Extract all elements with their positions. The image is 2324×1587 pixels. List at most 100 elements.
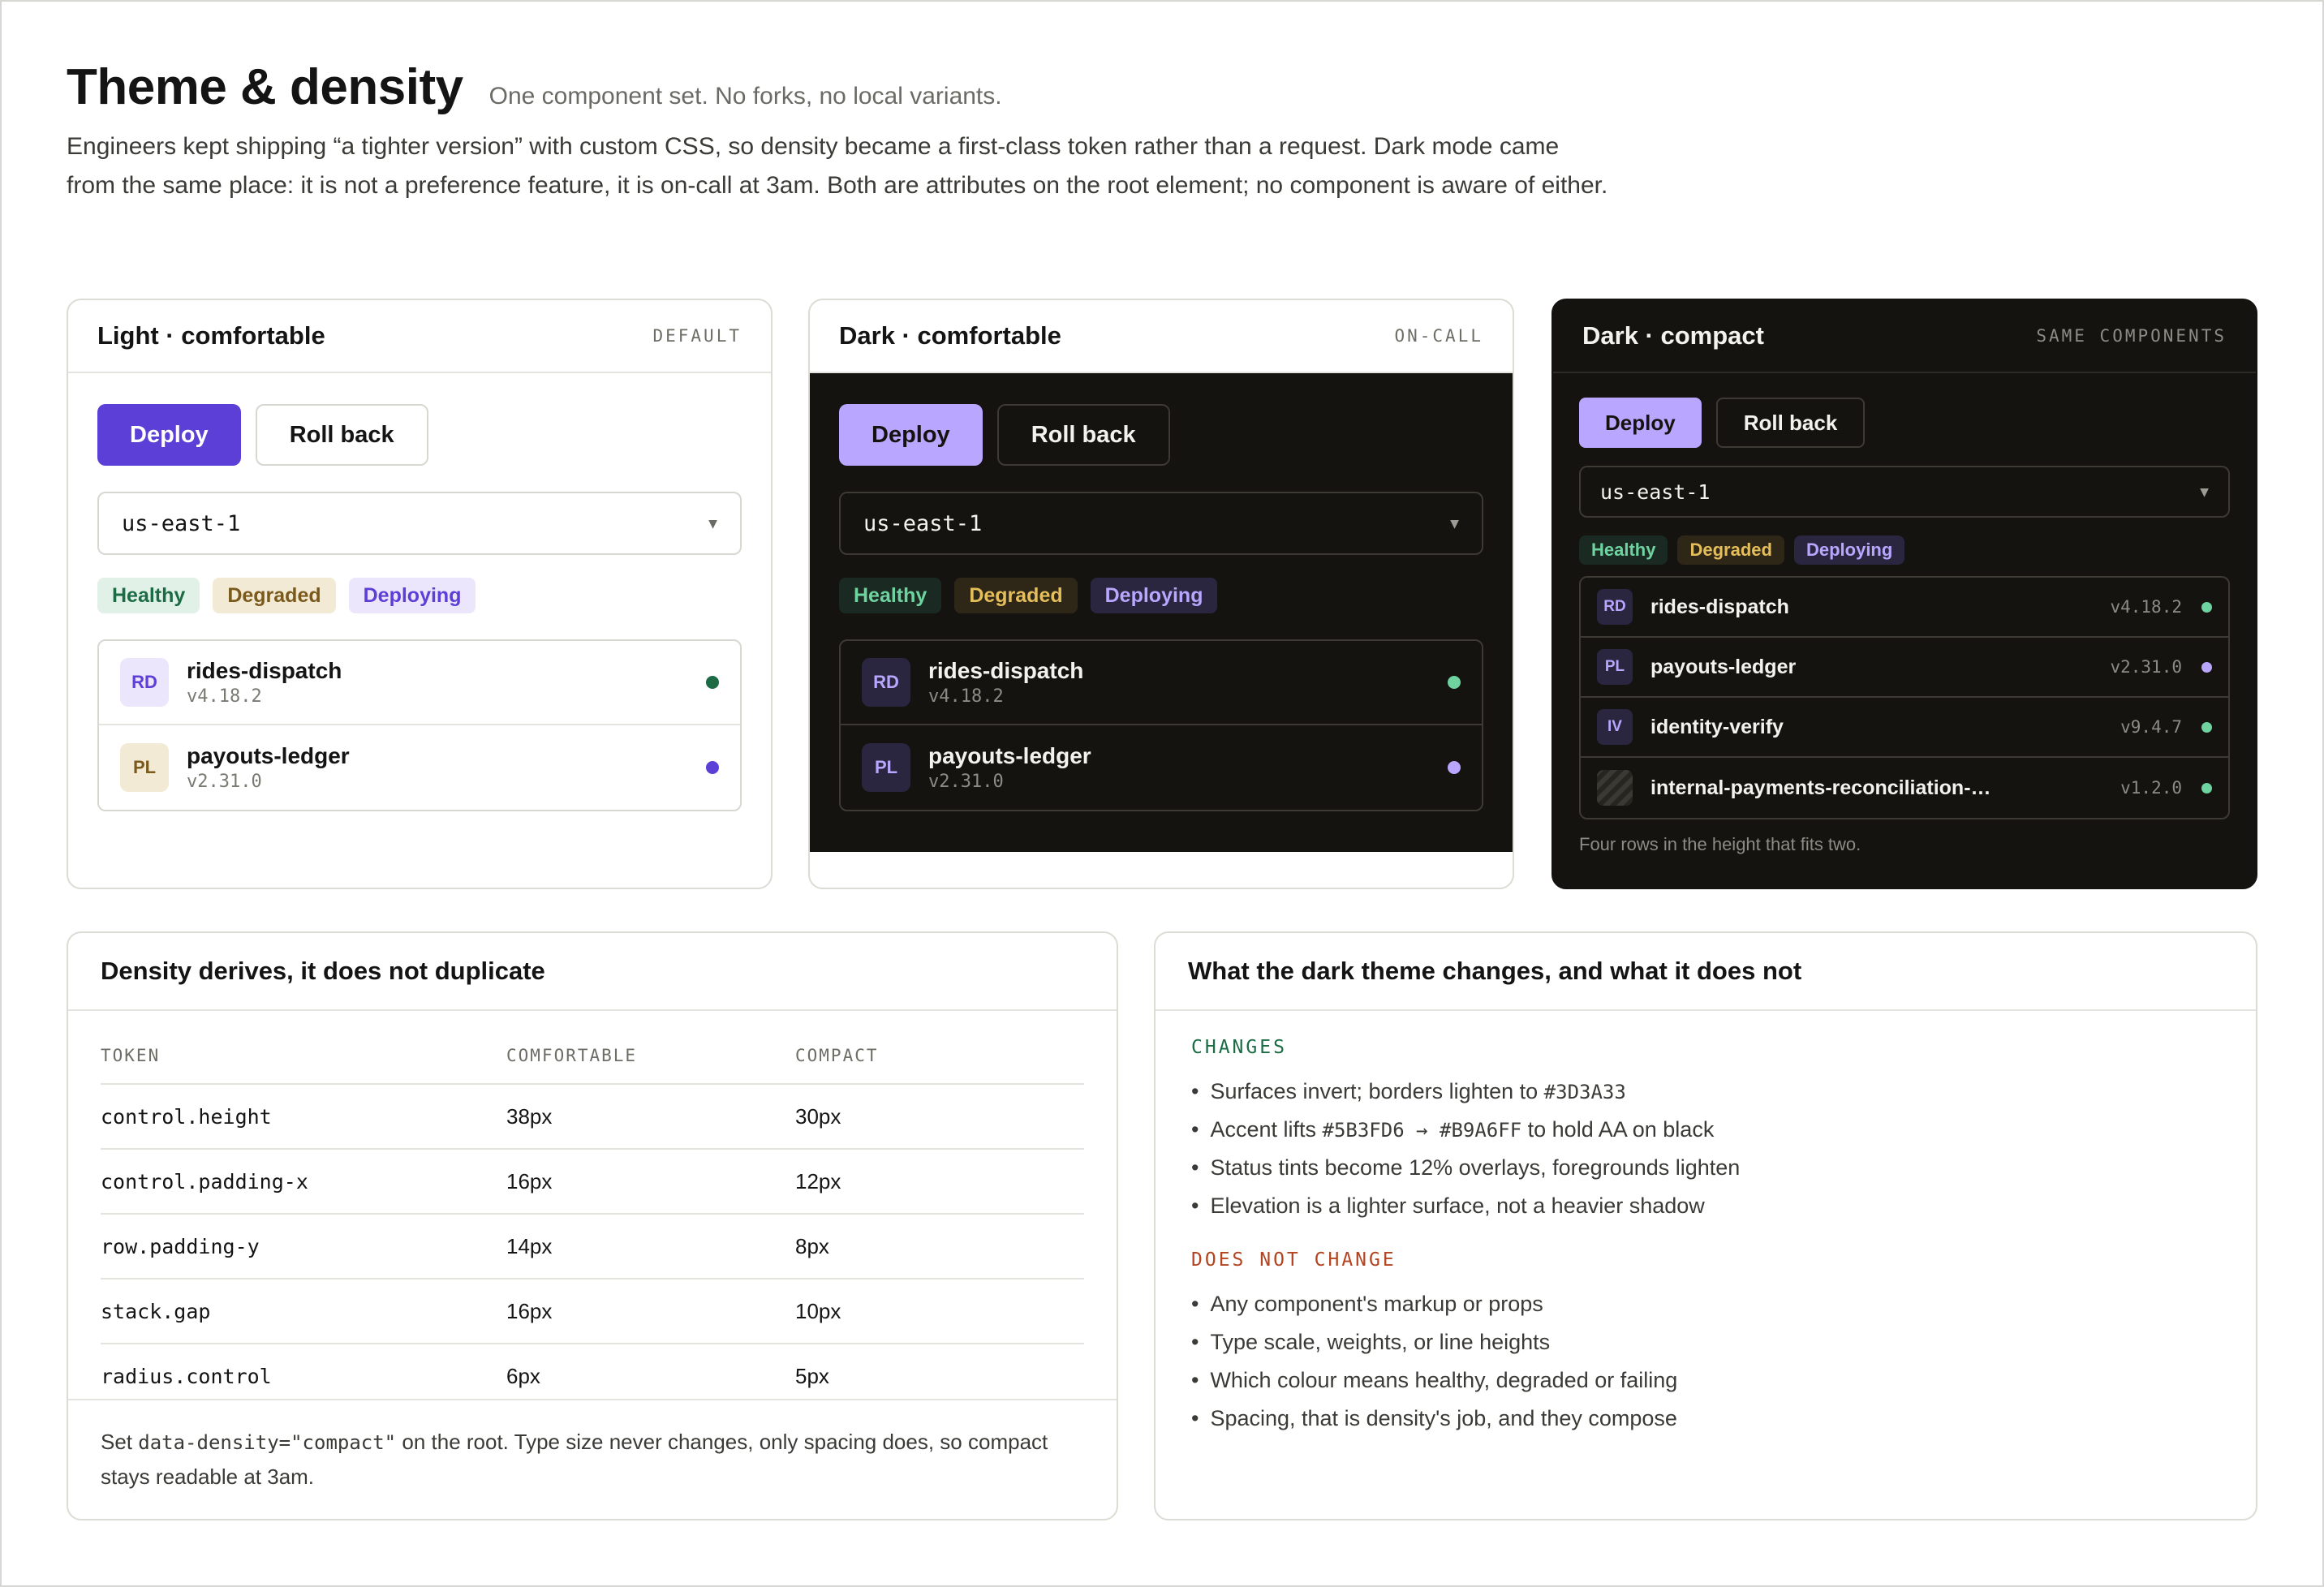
status-badge-degraded: Degraded: [954, 578, 1078, 613]
status-dot: [1448, 761, 1461, 774]
roll-back-button[interactable]: Roll back: [255, 404, 428, 466]
service-version: v9.4.7: [2120, 717, 2182, 737]
status-badge-healthy: Healthy: [839, 578, 942, 613]
card-title: Dark · compact: [1582, 321, 1764, 350]
service-name: rides-dispatch: [1650, 595, 1789, 618]
deploy-button[interactable]: Deploy: [97, 404, 241, 466]
compact-cell: 10px: [795, 1279, 1084, 1344]
card-tag: ON-CALL: [1394, 326, 1483, 346]
card-title: Light · comfortable: [97, 321, 325, 350]
deploy-button[interactable]: Deploy: [839, 404, 983, 466]
status-dot: [2201, 661, 2212, 673]
dark-theme-panel: What the dark theme changes, and what it…: [1154, 931, 2257, 1520]
service-name: rides-dispatch: [928, 658, 1084, 683]
avatar: PL: [862, 743, 910, 792]
service-version: v2.31.0: [187, 772, 262, 792]
region-select-value: us-east-1: [122, 510, 241, 536]
page-title: Theme & density: [67, 59, 463, 115]
table-row: control.padding-x 16px 12px: [101, 1149, 1084, 1215]
column-header: COMPACT: [795, 1027, 1084, 1085]
column-header: COMFORTABLE: [506, 1027, 795, 1085]
list-item[interactable]: PL payouts-ledger v2.31.0: [841, 725, 1482, 810]
list-item: Spacing, that is density's job, and they…: [1191, 1400, 2256, 1438]
table-row: stack.gap 16px 10px: [101, 1279, 1084, 1344]
card-note: Four rows in the height that fits two.: [1579, 834, 1861, 854]
comfortable-cell: 16px: [506, 1149, 795, 1215]
chevron-down-icon: ▼: [2200, 483, 2209, 501]
status-dot: [706, 676, 719, 689]
status-badge-healthy: Healthy: [97, 578, 200, 613]
region-select-value: us-east-1: [1600, 480, 1711, 504]
region-select[interactable]: us-east-1 ▼: [97, 492, 742, 555]
comfortable-cell: 6px: [506, 1364, 540, 1388]
card-light-comfortable: Light · comfortable DEFAULT Deploy Roll …: [67, 299, 773, 889]
status-badge-healthy: Healthy: [1579, 535, 1668, 565]
chevron-down-icon: ▼: [1450, 514, 1459, 532]
list-item[interactable]: RD rides-dispatch v4.18.2: [99, 641, 740, 725]
intro-paragraph: Engineers kept shipping “a tighter versi…: [67, 133, 1608, 199]
service-name: identity-verify: [1650, 715, 1784, 738]
column-header: TOKEN: [101, 1027, 506, 1085]
panel-title: Density derives, it does not duplicate: [68, 933, 1117, 1011]
roll-back-button[interactable]: Roll back: [1715, 398, 1866, 448]
density-attribute-code: data-density="compact": [138, 1431, 397, 1454]
region-select-value: us-east-1: [863, 510, 983, 536]
service-version: v2.31.0: [2110, 657, 2182, 677]
token-cell: stack.gap: [101, 1279, 506, 1344]
density-footnote: Set data-density="compact" on the root. …: [68, 1399, 1117, 1494]
unchanged-list: Any component's markup or props Type sca…: [1191, 1285, 2256, 1438]
list-item[interactable]: RD rides-dispatch v4.18.2: [1581, 578, 2228, 638]
status-dot: [2201, 601, 2212, 613]
region-select[interactable]: us-east-1 ▼: [1579, 466, 2230, 518]
comfortable-cell: 14px: [506, 1214, 795, 1279]
list-item[interactable]: RD rides-dispatch v4.18.2: [841, 641, 1482, 725]
status-badge-degraded: Degraded: [1677, 535, 1784, 565]
status-dot: [2201, 782, 2212, 794]
service-name: internal-payments-reconciliation-…: [1650, 776, 1991, 799]
compact-cell: 8px: [795, 1214, 1084, 1279]
list-item[interactable]: PL payouts-ledger v2.31.0: [99, 725, 740, 810]
page-header: Theme & density One component set. No fo…: [67, 58, 1608, 205]
status-dot: [1448, 676, 1461, 689]
compact-cell: 5px: [795, 1364, 829, 1388]
card-tag: SAME COMPONENTS: [2036, 326, 2227, 346]
card-title: Dark · comfortable: [839, 321, 1061, 350]
token-cell: row.padding-y: [101, 1214, 506, 1279]
list-item[interactable]: internal-payments-reconciliation-… v1.2.…: [1581, 758, 2228, 818]
service-name: rides-dispatch: [187, 658, 342, 683]
service-version: v1.2.0: [2120, 778, 2182, 798]
token-cell: control.padding-x: [101, 1149, 506, 1215]
region-select[interactable]: us-east-1 ▼: [839, 492, 1483, 555]
card-dark-compact: Dark · compact SAME COMPONENTS Deploy Ro…: [1551, 299, 2257, 889]
compact-cell: 12px: [795, 1149, 1084, 1215]
density-table: TOKEN COMFORTABLE COMPACT control.height…: [101, 1027, 1084, 1409]
service-version: v2.31.0: [928, 772, 1004, 792]
status-badge-deploying: Deploying: [1090, 578, 1218, 613]
page-subtitle: One component set. No forks, no local va…: [488, 83, 1002, 110]
service-version: v4.18.2: [2110, 597, 2182, 617]
list-item: Surfaces invert; borders lighten to #3D3…: [1191, 1073, 2256, 1111]
roll-back-button[interactable]: Roll back: [996, 404, 1170, 466]
card-tag: DEFAULT: [652, 326, 742, 346]
service-name: payouts-ledger: [1650, 655, 1797, 678]
status-dot: [2201, 721, 2212, 733]
status-badge-degraded: Degraded: [213, 578, 336, 613]
table-row: row.padding-y 14px 8px: [101, 1214, 1084, 1279]
service-name: payouts-ledger: [928, 743, 1091, 768]
changes-label: CHANGES: [1191, 1037, 1287, 1058]
panel-title: What the dark theme changes, and what it…: [1156, 933, 2256, 1011]
avatar-placeholder: [1597, 770, 1633, 806]
list-item: Elevation is a lighter surface, not a he…: [1191, 1187, 2256, 1225]
deploy-button[interactable]: Deploy: [1579, 398, 1702, 448]
avatar: IV: [1597, 709, 1633, 745]
avatar: PL: [120, 743, 169, 792]
list-item[interactable]: IV identity-verify v9.4.7: [1581, 698, 2228, 758]
density-panel: Density derives, it does not duplicate T…: [67, 931, 1118, 1520]
service-list: RD rides-dispatch v4.18.2 PL payouts-led…: [839, 639, 1483, 811]
list-item: Status tints become 12% overlays, foregr…: [1191, 1149, 2256, 1187]
list-item[interactable]: PL payouts-ledger v2.31.0: [1581, 638, 2228, 698]
changes-list: Surfaces invert; borders lighten to #3D3…: [1191, 1073, 2256, 1225]
avatar: RD: [1597, 589, 1633, 625]
unchanged-label: DOES NOT CHANGE: [1191, 1249, 1397, 1271]
